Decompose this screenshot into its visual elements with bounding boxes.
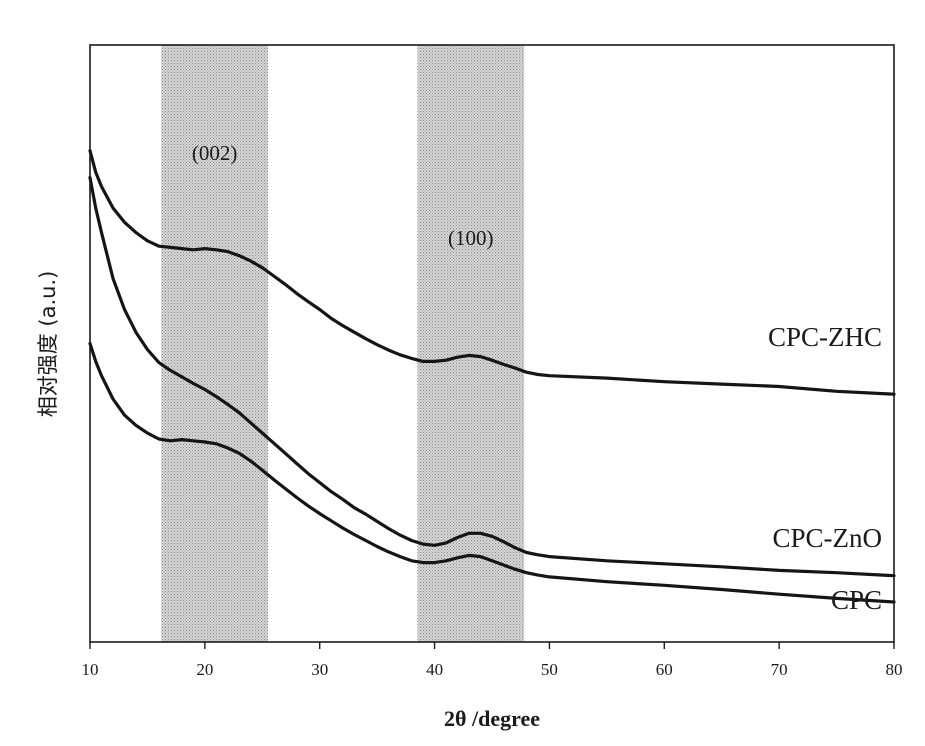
band-label-1: (002) xyxy=(192,141,238,165)
series-label-cpc: CPC xyxy=(831,585,882,615)
series-label-cpc-zhc: CPC-ZHC xyxy=(768,322,882,352)
series-label-cpc-zno: CPC-ZnO xyxy=(772,523,882,553)
x-tick-label: 80 xyxy=(886,660,903,679)
x-tick-label: 50 xyxy=(541,660,558,679)
series-curves xyxy=(88,149,896,604)
x-axis-title: 2θ /degree xyxy=(444,706,540,731)
x-tick-label: 70 xyxy=(771,660,788,679)
plot-frame xyxy=(89,44,895,643)
shaded-band-1 xyxy=(161,45,269,642)
x-axis-ticks: 10 20 30 40 50 60 70 80 xyxy=(82,642,903,679)
x-tick-label: 60 xyxy=(656,660,673,679)
shaded-bands: (002) (100) xyxy=(161,45,525,642)
x-tick-label: 40 xyxy=(426,660,443,679)
x-tick-label: 10 xyxy=(82,660,99,679)
shaded-band-2 xyxy=(417,45,525,642)
x-tick-label: 20 xyxy=(196,660,213,679)
band-label-2: (100) xyxy=(448,226,494,250)
series-line-cpc xyxy=(88,341,896,604)
x-tick-label: 30 xyxy=(311,660,328,679)
series-line-cpc-zhc xyxy=(88,149,896,396)
series-line-cpc-zno xyxy=(88,175,896,578)
y-axis-title: 相对强度 (a.u.) xyxy=(36,271,60,418)
series-labels: CPC-ZHC CPC-ZnO CPC xyxy=(768,322,882,615)
